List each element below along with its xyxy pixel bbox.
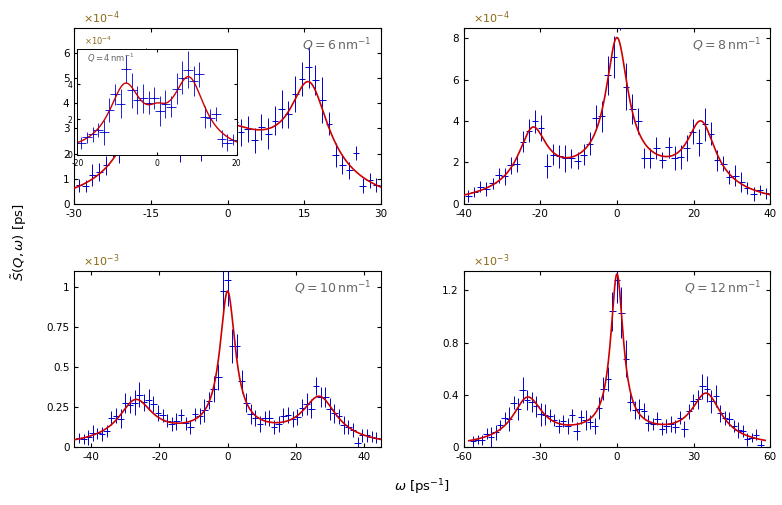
Text: $\times 10^{-4}$: $\times 10^{-4}$ (473, 10, 510, 26)
Text: $Q=12\,\mathrm{nm}^{-1}$: $Q=12\,\mathrm{nm}^{-1}$ (683, 280, 761, 297)
Text: $\tilde{S}(Q,\omega)$ [ps]: $\tilde{S}(Q,\omega)$ [ps] (10, 204, 29, 281)
Text: $Q=10\,\mathrm{nm}^{-1}$: $Q=10\,\mathrm{nm}^{-1}$ (294, 280, 371, 297)
Text: $Q=8\,\mathrm{nm}^{-1}$: $Q=8\,\mathrm{nm}^{-1}$ (691, 36, 761, 54)
Text: $\times 10^{-3}$: $\times 10^{-3}$ (473, 252, 509, 269)
Text: $\times 10^{-3}$: $\times 10^{-3}$ (84, 252, 120, 269)
Text: $\omega$ [ps$^{-1}$]: $\omega$ [ps$^{-1}$] (394, 478, 450, 497)
Text: $Q=6\,\mathrm{nm}^{-1}$: $Q=6\,\mathrm{nm}^{-1}$ (302, 36, 371, 54)
Text: $\times 10^{-4}$: $\times 10^{-4}$ (84, 10, 120, 26)
